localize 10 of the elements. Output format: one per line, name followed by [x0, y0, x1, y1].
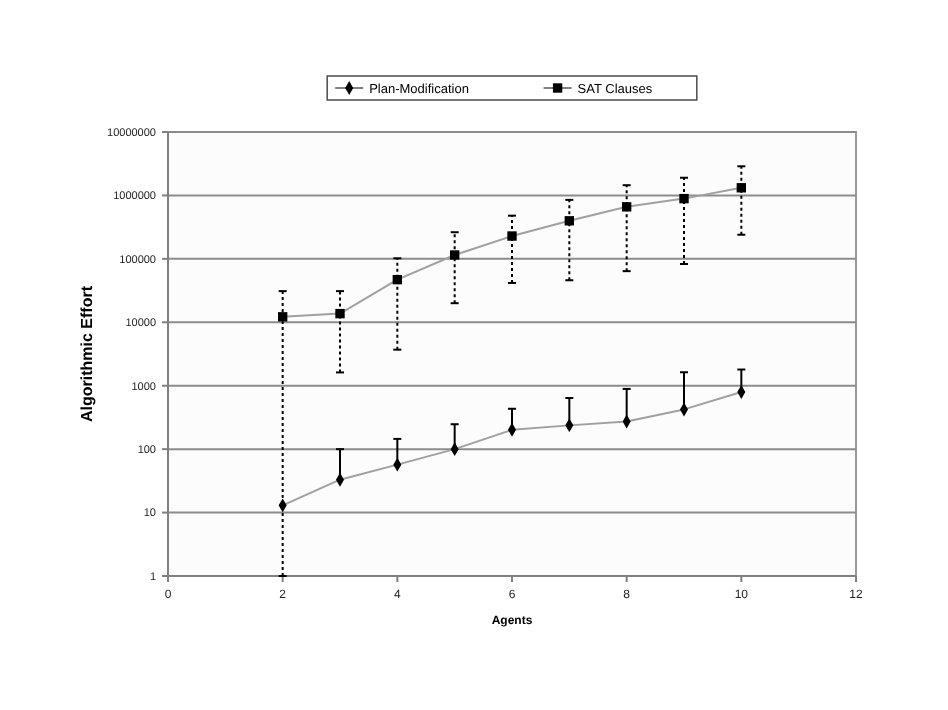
point	[507, 231, 517, 241]
point	[736, 183, 747, 193]
point	[392, 274, 403, 285]
point	[679, 193, 689, 204]
point	[449, 250, 460, 260]
point	[621, 202, 632, 212]
point	[335, 308, 345, 319]
point	[277, 312, 288, 322]
y-axis-title: Algorithmic Effort	[78, 285, 96, 422]
point	[564, 216, 575, 226]
